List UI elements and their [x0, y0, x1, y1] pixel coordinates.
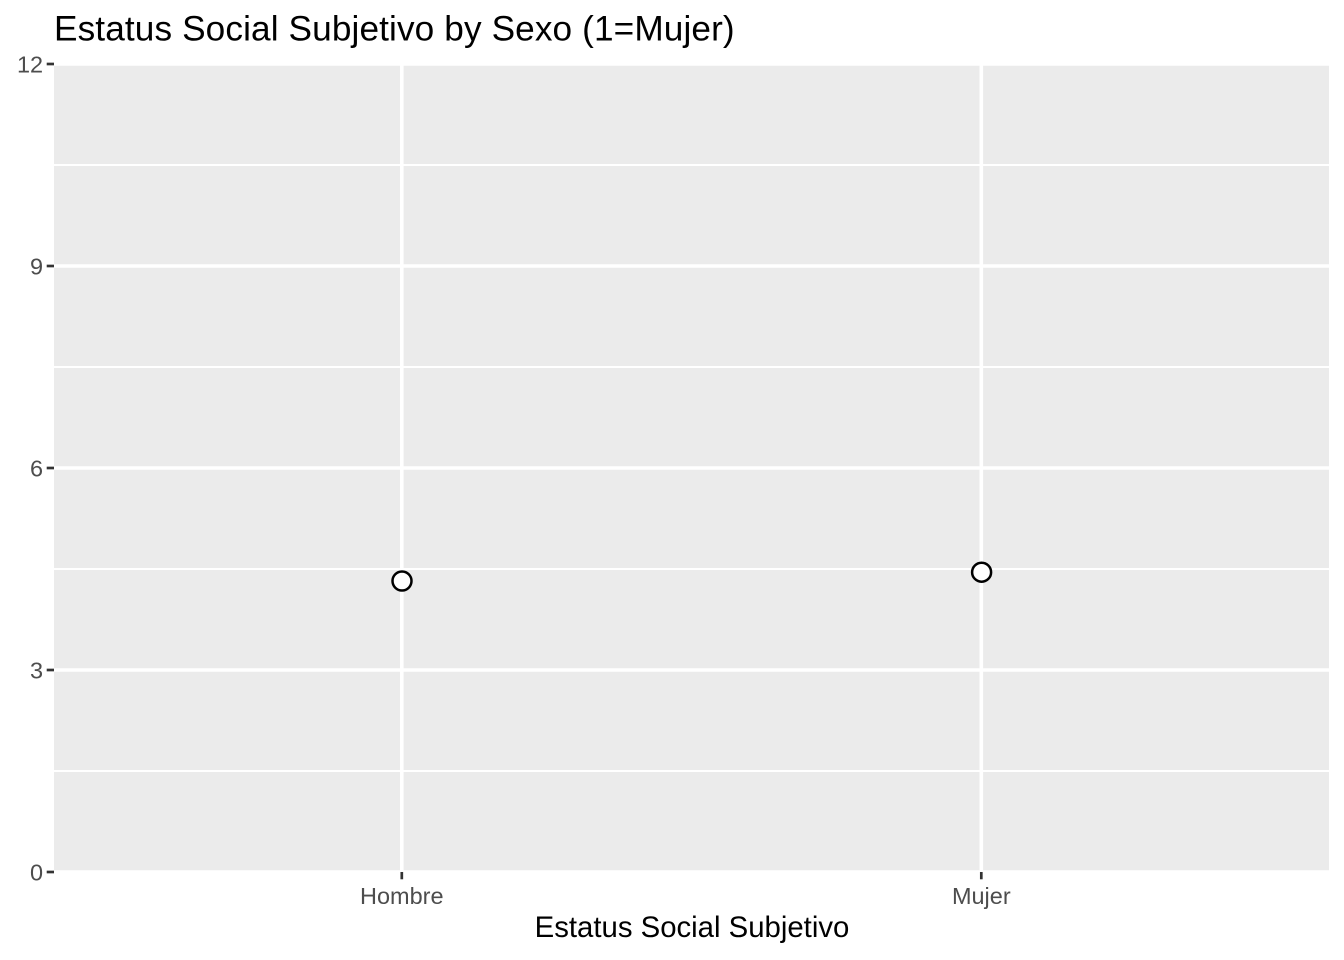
svg-text:6: 6 — [30, 456, 43, 482]
svg-text:Estatus Social Subjetivo: Estatus Social Subjetivo — [535, 911, 850, 944]
svg-text:Estatus Social Subjetivo by Se: Estatus Social Subjetivo by Sexo (1=Muje… — [54, 10, 735, 49]
svg-text:3: 3 — [30, 658, 43, 684]
svg-text:0: 0 — [30, 860, 43, 886]
svg-text:Hombre: Hombre — [360, 883, 443, 909]
svg-text:12: 12 — [17, 52, 43, 78]
svg-text:9: 9 — [30, 254, 43, 280]
svg-text:Mujer: Mujer — [952, 883, 1011, 909]
